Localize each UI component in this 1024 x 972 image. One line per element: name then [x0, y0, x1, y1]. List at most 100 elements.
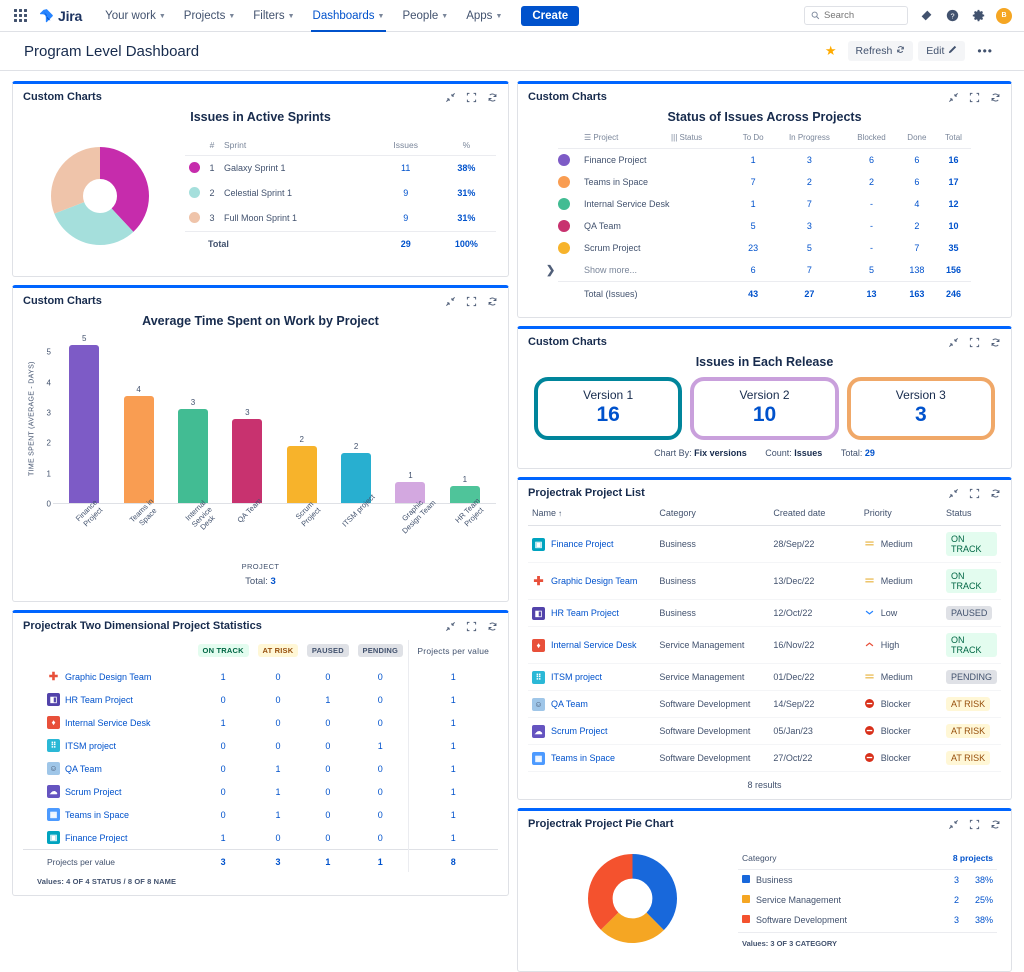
table-row[interactable]: 2 Celestial Sprint 1 9 31% — [185, 181, 496, 206]
table-row[interactable]: ⠿ ITSM project Service Management 01/Dec/… — [528, 663, 1001, 691]
bar[interactable] — [341, 453, 372, 503]
bar-column[interactable]: 5 — [62, 334, 106, 503]
bar-column[interactable]: 3 — [225, 334, 269, 503]
table-row[interactable]: ✚ Graphic Design Team Business 13/Dec/22 … — [528, 562, 1001, 600]
nav-item-apps[interactable]: Apps ▼ — [457, 0, 511, 32]
nav-item-projects[interactable]: Projects ▼ — [175, 0, 244, 32]
table-row[interactable]: Finance Project 1 3 6 6 16 — [558, 149, 971, 172]
bar[interactable] — [395, 481, 426, 503]
table-row[interactable]: Internal Service Desk 1 7 - 4 12 — [558, 193, 971, 215]
refresh-icon[interactable] — [989, 487, 1001, 499]
bar-column[interactable]: 2 — [280, 334, 324, 503]
project-cell[interactable]: ◧ HR Team Project — [23, 688, 193, 711]
table-row[interactable]: Teams in Space 7 2 2 6 17 — [558, 171, 971, 193]
cell-name[interactable]: ◧ HR Team Project — [528, 599, 656, 627]
favorite-star-icon[interactable]: ★ — [824, 43, 837, 58]
refresh-icon[interactable] — [989, 818, 1001, 830]
project-cell[interactable]: ♦ Internal Service Desk — [23, 711, 193, 734]
maximize-icon[interactable] — [968, 818, 980, 830]
table-row[interactable]: ☺ QA Team 0 1 0 0 1 — [23, 757, 498, 780]
release-card[interactable]: Version 1 16 — [534, 377, 683, 440]
table-row[interactable]: ▣ Finance Project Business 28/Sep/22 Medi… — [528, 525, 1001, 563]
search-input[interactable] — [824, 10, 901, 21]
bar[interactable] — [449, 486, 480, 503]
bar[interactable] — [177, 409, 208, 503]
maximize-icon[interactable] — [465, 91, 477, 103]
table-row[interactable]: QA Team 5 3 - 2 10 — [558, 215, 971, 237]
refresh-icon[interactable] — [486, 295, 498, 307]
project-cell[interactable]: ⠿ ITSM project — [23, 734, 193, 757]
show-more-label[interactable]: Show more... — [584, 265, 638, 275]
refresh-icon[interactable] — [989, 336, 1001, 348]
table-row[interactable]: ▦ Teams in Space 0 1 0 0 1 — [23, 803, 498, 826]
project-cell[interactable]: ☺ QA Team — [23, 757, 193, 780]
maximize-icon[interactable] — [465, 620, 477, 632]
nav-item-your-work[interactable]: Your work ▼ — [96, 0, 175, 32]
bar[interactable] — [286, 445, 317, 503]
project-cell[interactable]: ✚ Graphic Design Team — [23, 665, 193, 688]
table-row[interactable]: ⠿ ITSM project 0 0 0 1 1 — [23, 734, 498, 757]
bar-column[interactable]: 2 — [334, 334, 378, 503]
app-switcher-icon[interactable] — [10, 6, 30, 26]
col-category[interactable]: Category — [655, 503, 770, 526]
cell-name[interactable]: ✚ Graphic Design Team — [528, 562, 656, 600]
table-row[interactable]: ♦ Internal Service Desk 1 0 0 0 1 — [23, 711, 498, 734]
refresh-button[interactable]: Refresh — [847, 41, 914, 61]
table-row[interactable]: ◧ HR Team Project Business 12/Oct/22 Low … — [528, 599, 1001, 627]
table-row[interactable]: 3 Full Moon Sprint 1 9 31% — [185, 206, 496, 232]
user-avatar[interactable]: B — [996, 7, 1012, 24]
bar[interactable] — [232, 418, 263, 503]
search-box[interactable] — [804, 6, 908, 25]
col-status[interactable]: ||| Status — [668, 130, 733, 149]
create-button[interactable]: Create — [521, 5, 580, 26]
table-row[interactable]: 1 Galaxy Sprint 1 11 38% — [185, 155, 496, 181]
collapse-icon[interactable] — [444, 295, 456, 307]
nav-item-people[interactable]: People ▼ — [393, 0, 457, 32]
collapse-icon[interactable] — [444, 620, 456, 632]
table-row[interactable]: ♦ Internal Service Desk Service Managemen… — [528, 626, 1001, 664]
collapse-icon[interactable] — [947, 336, 959, 348]
table-row[interactable]: Software Development 3 38% — [738, 910, 997, 930]
table-row[interactable]: Business 3 38% — [738, 869, 997, 890]
refresh-icon[interactable] — [486, 620, 498, 632]
table-row[interactable]: Service Management 2 25% — [738, 890, 997, 910]
cell-name[interactable]: ☁ Scrum Project — [528, 717, 656, 745]
bar[interactable] — [123, 395, 154, 503]
maximize-icon[interactable] — [968, 487, 980, 499]
jira-logo[interactable]: Jira — [39, 8, 82, 24]
edit-button[interactable]: Edit — [918, 41, 966, 61]
more-options-button[interactable]: ••• — [977, 44, 993, 58]
table-row[interactable]: ▣ Finance Project 1 0 0 0 1 — [23, 826, 498, 850]
nav-item-filters[interactable]: Filters ▼ — [244, 0, 303, 32]
bar-column[interactable]: 3 — [171, 334, 215, 503]
refresh-icon[interactable] — [989, 91, 1001, 103]
col-created-date[interactable]: Created date — [769, 503, 860, 526]
project-cell[interactable]: ▦ Teams in Space — [23, 803, 193, 826]
maximize-icon[interactable] — [968, 91, 980, 103]
collapse-icon[interactable] — [947, 91, 959, 103]
col-project[interactable]: ☰ Project — [558, 130, 669, 149]
cell-name[interactable]: ▦ Teams in Space — [528, 744, 656, 772]
collapse-icon[interactable] — [947, 818, 959, 830]
project-cell[interactable]: ▣ Finance Project — [23, 826, 193, 849]
project-cell[interactable]: ☁ Scrum Project — [23, 780, 193, 803]
refresh-icon[interactable] — [486, 91, 498, 103]
maximize-icon[interactable] — [968, 336, 980, 348]
maximize-icon[interactable] — [465, 295, 477, 307]
bar-column[interactable]: 1 — [388, 334, 432, 503]
bar[interactable] — [69, 345, 100, 503]
show-more-row[interactable]: ❯ Show more... 6 7 5 138 156 — [546, 259, 971, 282]
col-status[interactable]: Status — [941, 503, 1001, 526]
cell-name[interactable]: ♦ Internal Service Desk — [528, 626, 656, 664]
col-name[interactable]: Name ↑ — [528, 503, 656, 526]
table-row[interactable]: ☺ QA Team Software Development 14/Sep/22 … — [528, 690, 1001, 718]
table-row[interactable]: Scrum Project 23 5 - 7 35 — [558, 237, 971, 259]
cell-name[interactable]: ▣ Finance Project — [528, 525, 656, 563]
bar-column[interactable]: 1 — [443, 334, 487, 503]
nav-item-dashboards[interactable]: Dashboards ▼ — [304, 0, 394, 32]
table-row[interactable]: ◧ HR Team Project 0 0 1 0 1 — [23, 688, 498, 711]
notifications-icon[interactable] — [918, 8, 934, 24]
table-row[interactable]: ☁ Scrum Project Software Development 05/J… — [528, 717, 1001, 745]
release-card[interactable]: Version 2 10 — [690, 377, 839, 440]
collapse-icon[interactable] — [947, 487, 959, 499]
